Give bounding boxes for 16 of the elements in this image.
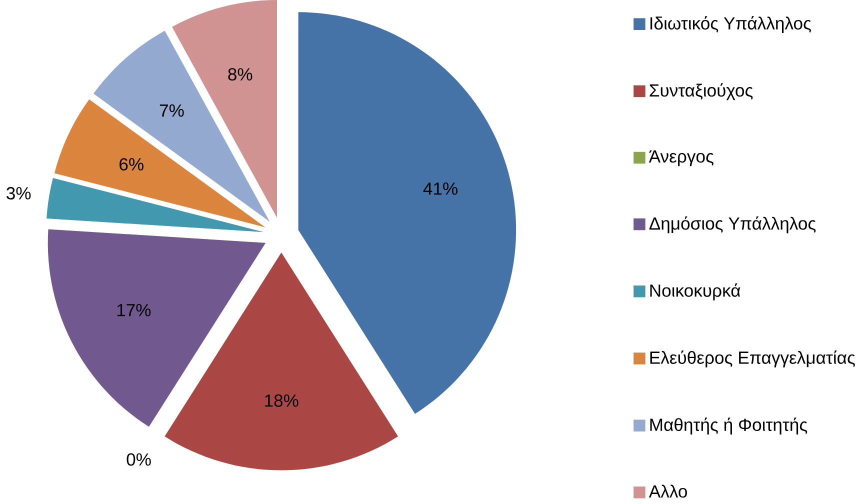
data-label: 41% — [423, 182, 458, 195]
data-label: 17% — [117, 304, 151, 316]
data-label: 6% — [120, 158, 144, 171]
legend-label: Ιδιωτικός Υπάλληλος — [650, 16, 811, 34]
data-label: 7% — [160, 104, 184, 117]
data-label: 8% — [228, 68, 252, 81]
legend-label: Συνταξιούχος — [650, 83, 753, 100]
legend-label: Δημόσιος Υπάλληλος — [649, 216, 816, 234]
data-label: 3% — [6, 187, 31, 200]
legend-label: Αλλο — [648, 484, 687, 498]
text: 0% — [126, 453, 151, 466]
legend-label: Μαθητής ή Φοιτητής — [650, 418, 808, 435]
data-label: 18% — [265, 394, 298, 408]
legend-label: Ελεύθερος Επαγγελματίας — [650, 350, 855, 368]
legend-label: Άνεργος — [648, 150, 714, 166]
legend-label: Νοικοκυρκά — [650, 284, 740, 300]
